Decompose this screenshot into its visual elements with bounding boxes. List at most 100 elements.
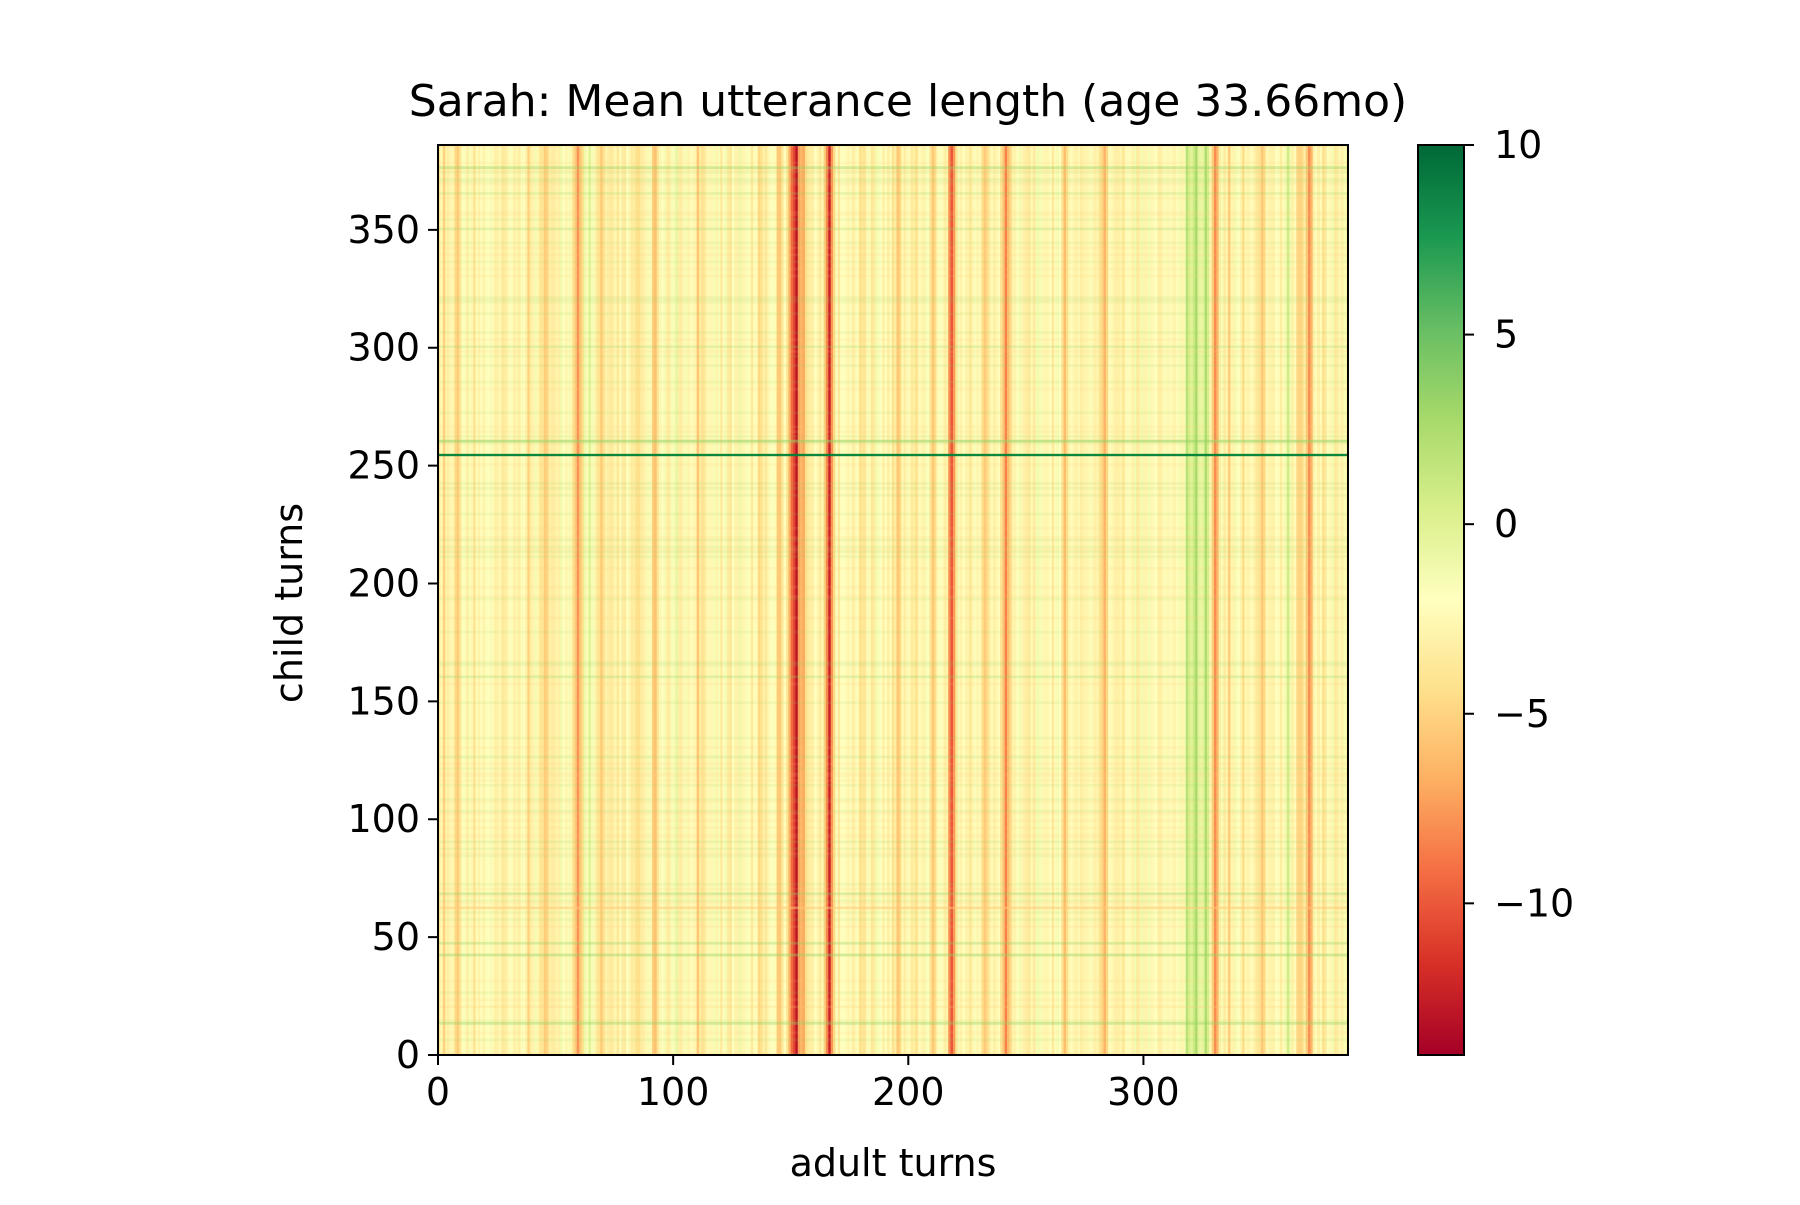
heatmap-column	[727, 145, 731, 1055]
heatmap-column	[1279, 145, 1283, 1055]
heatmap-column	[844, 145, 848, 1055]
heatmap-column	[616, 145, 620, 1055]
heatmap-column	[1183, 145, 1187, 1055]
heatmap-column	[981, 145, 985, 1055]
heatmap-column	[793, 145, 797, 1055]
heatmap-row	[438, 840, 1348, 844]
heatmap-column	[459, 145, 463, 1055]
heatmap-column	[1009, 145, 1013, 1055]
heatmap-row	[438, 835, 1348, 839]
heatmap-column	[593, 145, 597, 1055]
heatmap-column	[1178, 145, 1182, 1055]
heatmap-column	[1101, 145, 1105, 1055]
heatmap-column	[666, 145, 670, 1055]
heatmap-column	[724, 145, 728, 1055]
heatmap-row	[438, 899, 1348, 903]
heatmap-row	[438, 746, 1348, 749]
colorbar-tick-label: −5	[1494, 692, 1550, 736]
heatmap-column	[833, 145, 836, 1055]
y-tick-label: 250	[347, 444, 420, 488]
heatmap-column	[746, 145, 749, 1055]
heatmap-column	[748, 145, 752, 1055]
y-tick-label: 100	[347, 797, 420, 841]
heatmap-row	[438, 779, 1348, 782]
y-tick-label: 150	[347, 679, 420, 723]
heatmap-column	[562, 145, 566, 1055]
heatmap-column	[800, 145, 804, 1055]
heatmap-column	[1134, 145, 1137, 1055]
heatmap-column	[1098, 145, 1102, 1055]
heatmap-row	[438, 925, 1348, 929]
heatmap-column	[901, 145, 905, 1055]
heatmap-row	[438, 145, 1348, 148]
heatmap-column	[934, 145, 938, 1055]
heatmap-column	[1070, 145, 1074, 1055]
heatmap-column	[936, 145, 940, 1055]
heatmap-column	[825, 145, 829, 1055]
heatmap-row	[438, 798, 1348, 801]
heatmap-row	[438, 566, 1348, 570]
heatmap-row	[438, 597, 1348, 601]
heatmap-column	[1275, 145, 1279, 1055]
heatmap-column	[456, 145, 460, 1055]
heatmap-row	[438, 918, 1348, 922]
heatmap-column	[1296, 145, 1300, 1055]
heatmap-column	[1340, 145, 1344, 1055]
heatmap-column	[840, 145, 844, 1055]
heatmap-column	[1216, 145, 1220, 1055]
heatmap-column	[856, 145, 860, 1055]
heatmap-row	[438, 380, 1348, 384]
heatmap-column	[821, 145, 825, 1055]
heatmap-column	[701, 145, 705, 1055]
heatmap-column	[781, 145, 785, 1055]
heatmap-column	[1075, 145, 1079, 1055]
heatmap-column	[536, 145, 540, 1055]
heatmap-row	[438, 682, 1348, 686]
heatmap-row	[438, 701, 1348, 705]
heatmap-column	[1261, 145, 1264, 1055]
heatmap-column	[1054, 145, 1058, 1055]
heatmap-column	[1122, 145, 1126, 1055]
heatmap-row	[438, 630, 1348, 634]
heatmap-column	[835, 145, 839, 1055]
heatmap-column	[837, 145, 841, 1055]
heatmap-column	[816, 145, 820, 1055]
heatmap-row	[438, 783, 1348, 787]
heatmap-column	[1195, 145, 1199, 1055]
heatmap-column	[1007, 145, 1010, 1055]
heatmap-column	[1286, 145, 1290, 1055]
heatmap-row	[438, 774, 1348, 778]
heatmap-row	[438, 911, 1348, 914]
heatmap-column	[489, 145, 493, 1055]
heatmap-column	[1263, 145, 1267, 1055]
heatmap-column	[1084, 145, 1088, 1055]
heatmap-column	[557, 145, 561, 1055]
heatmap-column	[1025, 145, 1029, 1055]
heatmap-column	[783, 145, 787, 1055]
heatmap-column	[967, 145, 971, 1055]
heatmap-column	[1155, 145, 1159, 1055]
heatmap-row	[438, 536, 1348, 540]
heatmap-column	[699, 145, 702, 1055]
heatmap-row	[438, 595, 1348, 599]
heatmap-column	[440, 145, 444, 1055]
heatmap-column	[1089, 145, 1093, 1055]
heatmap-row	[438, 274, 1348, 278]
heatmap-row	[438, 809, 1348, 813]
heatmap-column	[889, 145, 893, 1055]
heatmap-row	[438, 991, 1348, 995]
heatmap-row	[438, 1021, 1348, 1025]
heatmap-column	[1244, 145, 1248, 1055]
heatmap-column	[567, 145, 571, 1055]
heatmap-column	[818, 145, 822, 1055]
heatmap-row	[438, 852, 1348, 856]
heatmap-row	[438, 548, 1348, 551]
heatmap-column	[922, 145, 926, 1055]
heatmap-column	[1152, 145, 1156, 1055]
heatmap-column	[1326, 145, 1330, 1055]
heatmap-column	[1225, 145, 1229, 1055]
heatmap-column	[694, 145, 698, 1055]
heatmap-column	[1138, 145, 1142, 1055]
heatmap-column	[525, 145, 528, 1055]
heatmap-column	[560, 145, 564, 1055]
